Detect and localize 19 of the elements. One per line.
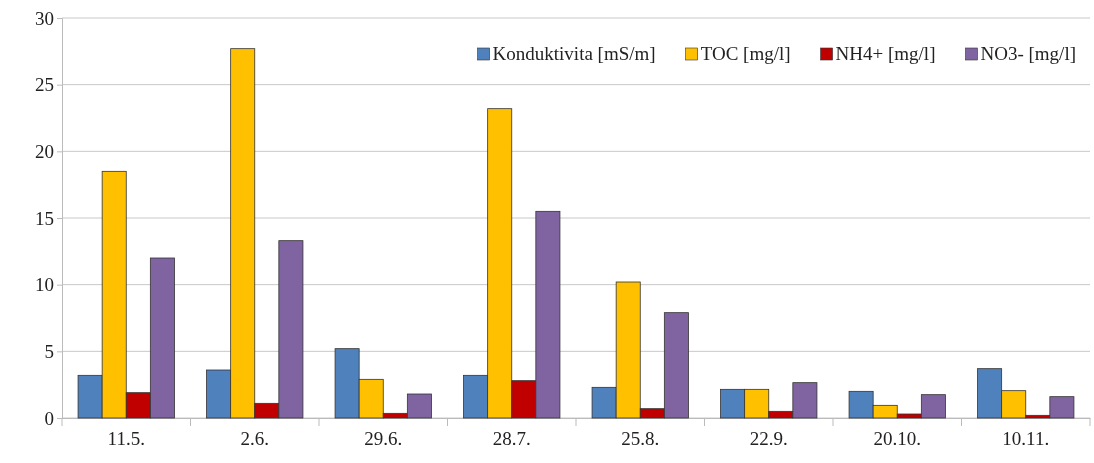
y-tick-label: 30 [35, 7, 54, 29]
x-tick-label: 2.6. [240, 428, 269, 450]
y-tick-label: 25 [35, 74, 54, 96]
x-tick-label: 10.11. [1002, 428, 1050, 450]
legend-label: TOC [mg/l] [700, 43, 791, 64]
x-tick-label: 28.7. [492, 428, 531, 450]
y-tick-label: 10 [35, 274, 54, 296]
x-tick-label: 22.9. [749, 428, 788, 450]
legend-label: NH4+ [mg/l] [835, 43, 936, 64]
y-tick-label: 5 [44, 340, 54, 362]
y-tick-label: 0 [44, 407, 54, 429]
x-tick-label: 20.10. [873, 428, 921, 450]
x-tick-label: 29.6. [364, 428, 403, 450]
legend-label: NO3- [mg/l] [980, 43, 1076, 64]
x-tick-label: 25.8. [621, 428, 660, 450]
y-tick-label: 20 [35, 140, 54, 162]
y-tick-label: 15 [35, 207, 54, 229]
x-tick-label: 11.5. [107, 428, 145, 450]
legend-label: Konduktivita [mS/m] [492, 43, 656, 64]
